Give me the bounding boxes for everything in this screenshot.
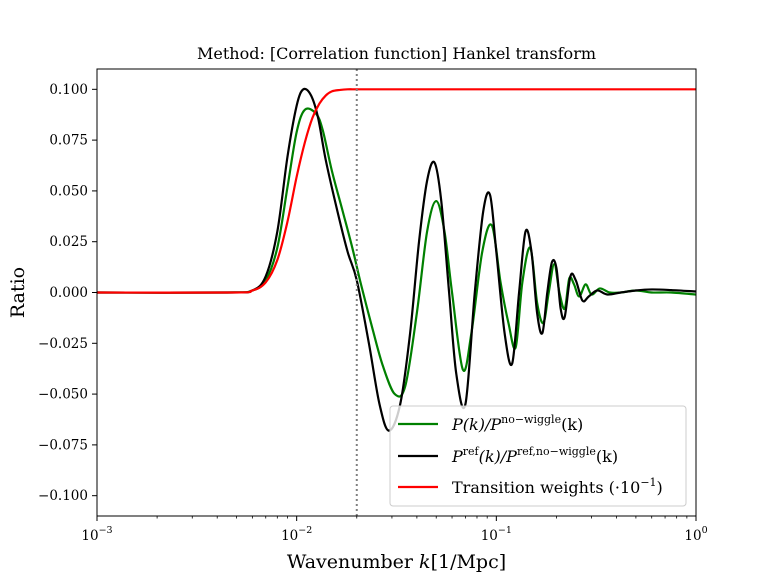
legend-ref-main: P <box>451 447 463 466</box>
legend-ref-tail: (k) <box>596 447 618 466</box>
x-axis-ticks: 10−3 10−2 10−1 100 <box>81 516 708 544</box>
legend-box <box>389 405 687 507</box>
y-axis-label: Ratio <box>7 267 29 318</box>
y-tick-label: −0.025 <box>38 336 88 352</box>
series-line-reference-ratio <box>97 87 696 432</box>
legend-ratio-tail: (k) <box>561 415 583 434</box>
x-tick-label: 10−3 <box>81 525 112 544</box>
x-tick-exponent: 0 <box>702 525 708 536</box>
x-tick-base: 10 <box>281 528 298 544</box>
x-tick-base: 10 <box>81 528 98 544</box>
series-line-ratio <box>97 107 696 398</box>
y-tick-label: −0.050 <box>38 387 88 403</box>
y-tick-label: 0.050 <box>49 183 88 199</box>
y-tick-label: 0.100 <box>49 82 88 98</box>
x-tick-exponent: −2 <box>298 525 312 536</box>
legend-ref-sup: ref <box>463 445 480 458</box>
legend-ref-sup2: ref,no−wiggle <box>517 445 596 458</box>
x-axis-label-var: k <box>419 551 431 573</box>
series-line-transition-weights <box>97 88 696 294</box>
y-tick-label: 0.075 <box>49 133 88 149</box>
legend-ratio-main: P(k)/P <box>451 415 501 434</box>
x-axis-label-unit: [1/Mpc] <box>431 551 507 573</box>
y-tick-label: −0.075 <box>38 437 88 453</box>
x-tick-exponent: −3 <box>99 525 113 536</box>
y-tick-label: −0.100 <box>38 488 88 504</box>
y-axis-ticks: 0.100 0.075 0.050 0.025 0.000 −0.025 −0.050 −0.… <box>38 82 97 504</box>
x-tick-base: 10 <box>481 528 498 544</box>
legend-ref-mid: (k)/P <box>479 447 518 466</box>
legend-label-ratio: P(k)/Pno−wiggle(k) <box>451 413 583 434</box>
chart-title: Method: [Correlation function] Hankel tr… <box>197 44 596 63</box>
legend-label-reference-ratio: Pref(k)/Pref,no−wiggle(k) <box>451 445 618 466</box>
x-tick-exponent: −1 <box>498 525 512 536</box>
legend-ratio-sup: no−wiggle <box>501 413 561 426</box>
x-axis-label-prefix: Wavenumber <box>287 551 419 573</box>
legend-label-transition-weights: Transition weights (·10−1) <box>452 476 663 497</box>
x-tick-label: 10−2 <box>281 525 312 544</box>
legend-weights-main: Transition weights (·10 <box>452 478 640 497</box>
x-axis-label: Wavenumber k[1/Mpc] <box>287 551 506 573</box>
x-tick-label: 10−1 <box>481 525 512 544</box>
y-tick-label: 0.000 <box>49 285 88 301</box>
x-tick-label: 100 <box>684 525 707 544</box>
x-tick-base: 10 <box>684 528 701 544</box>
series-layer <box>97 87 696 432</box>
legend-weights-sup: −1 <box>640 476 656 489</box>
legend-weights-tail: ) <box>657 478 663 497</box>
legend: P(k)/Pno−wiggle(k) Pref(k)/Pref,no−wiggl… <box>389 405 687 507</box>
y-tick-label: 0.025 <box>49 234 88 250</box>
